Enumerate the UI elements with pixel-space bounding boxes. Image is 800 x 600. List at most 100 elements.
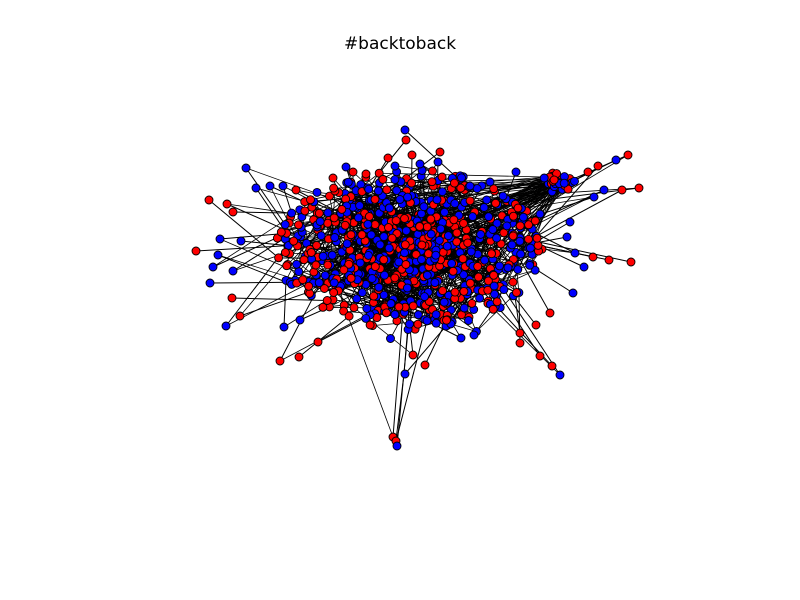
graph-node [507, 240, 517, 250]
graph-node [221, 321, 231, 331]
graph-edge [231, 297, 328, 301]
graph-node [235, 311, 245, 321]
graph-node [443, 231, 453, 241]
graph-node [339, 306, 349, 316]
graph-edge [240, 240, 288, 247]
graph-node [530, 265, 540, 275]
graph-node [228, 266, 238, 276]
graph-node [422, 270, 432, 280]
graph-edge [403, 299, 411, 375]
graph-node [315, 217, 325, 226]
graph-node [392, 186, 402, 196]
graph-node [241, 163, 251, 173]
graph-node [456, 183, 466, 193]
graph-node [361, 313, 371, 323]
graph-node [375, 240, 385, 250]
graph-node [515, 338, 525, 348]
graph-node [482, 195, 492, 205]
graph-node [275, 356, 285, 366]
graph-node [323, 260, 333, 270]
graph-node [430, 278, 440, 288]
graph-edge [536, 189, 623, 237]
graph-node [390, 175, 400, 185]
graph-node [545, 308, 555, 318]
graph-node [341, 162, 351, 172]
graph-node [306, 248, 316, 257]
graph-node [365, 320, 375, 330]
graph-node [450, 287, 460, 297]
graph-node [318, 251, 328, 261]
graph-node [287, 208, 297, 218]
graph-edge [378, 139, 407, 174]
graph-node [373, 186, 383, 196]
node-layer [191, 125, 644, 451]
graph-node [401, 135, 411, 145]
graph-node [313, 337, 323, 347]
graph-node [535, 351, 545, 361]
graph-node [417, 240, 427, 250]
graph-node [467, 298, 477, 308]
graph-node [403, 192, 413, 202]
graph-node [408, 301, 418, 311]
figure-title: #backtoback [343, 34, 457, 54]
graph-node [208, 262, 218, 272]
graph-node [280, 248, 290, 257]
graph-node [413, 319, 423, 329]
graph-node [442, 315, 451, 325]
graph-node [215, 234, 225, 244]
graph-node [457, 173, 466, 183]
graph-node [508, 231, 518, 241]
graph-node [251, 183, 261, 193]
graph-node [525, 243, 535, 253]
graph-node [525, 260, 535, 270]
graph-node [513, 203, 523, 213]
graph-node [539, 173, 549, 183]
graph-node [417, 255, 426, 264]
graph-node [447, 259, 457, 268]
graph-node [295, 315, 305, 325]
graph-node [515, 221, 525, 231]
graph-node [449, 178, 459, 188]
graph-node [374, 282, 384, 292]
graph-node [387, 233, 397, 243]
graph-node [346, 230, 356, 240]
graph-node [369, 291, 379, 301]
graph-node [384, 223, 393, 232]
graph-node [228, 207, 238, 217]
graph-node [420, 360, 430, 370]
graph-node [344, 259, 354, 269]
graph-node [547, 361, 557, 371]
graph-node [304, 281, 314, 291]
graph-node [492, 233, 502, 243]
graph-node [415, 159, 425, 169]
graph-node [562, 232, 572, 242]
graph-node [415, 222, 425, 231]
graph-node [440, 207, 449, 217]
graph-node [518, 212, 528, 222]
graph-edge [395, 320, 428, 442]
graph-node [476, 229, 486, 239]
graph-node [298, 275, 308, 285]
graph-node [489, 184, 499, 194]
graph-node [294, 267, 304, 277]
graph-edge [282, 185, 293, 214]
graph-node [306, 195, 315, 205]
graph-edge [269, 185, 329, 214]
graph-node [459, 286, 469, 296]
graph-node [458, 254, 468, 264]
graph-node [405, 319, 414, 329]
graph-node [355, 258, 365, 268]
graph-node [314, 278, 324, 288]
graph-node [357, 230, 367, 240]
graph-edge [209, 281, 291, 284]
graph-node [342, 239, 352, 249]
graph-node [465, 278, 475, 288]
graph-node [480, 255, 490, 265]
graph-node [463, 238, 473, 248]
graph-edge [404, 325, 447, 375]
graph-node [496, 239, 506, 249]
graph-edge [338, 290, 391, 304]
graph-node [328, 173, 338, 183]
